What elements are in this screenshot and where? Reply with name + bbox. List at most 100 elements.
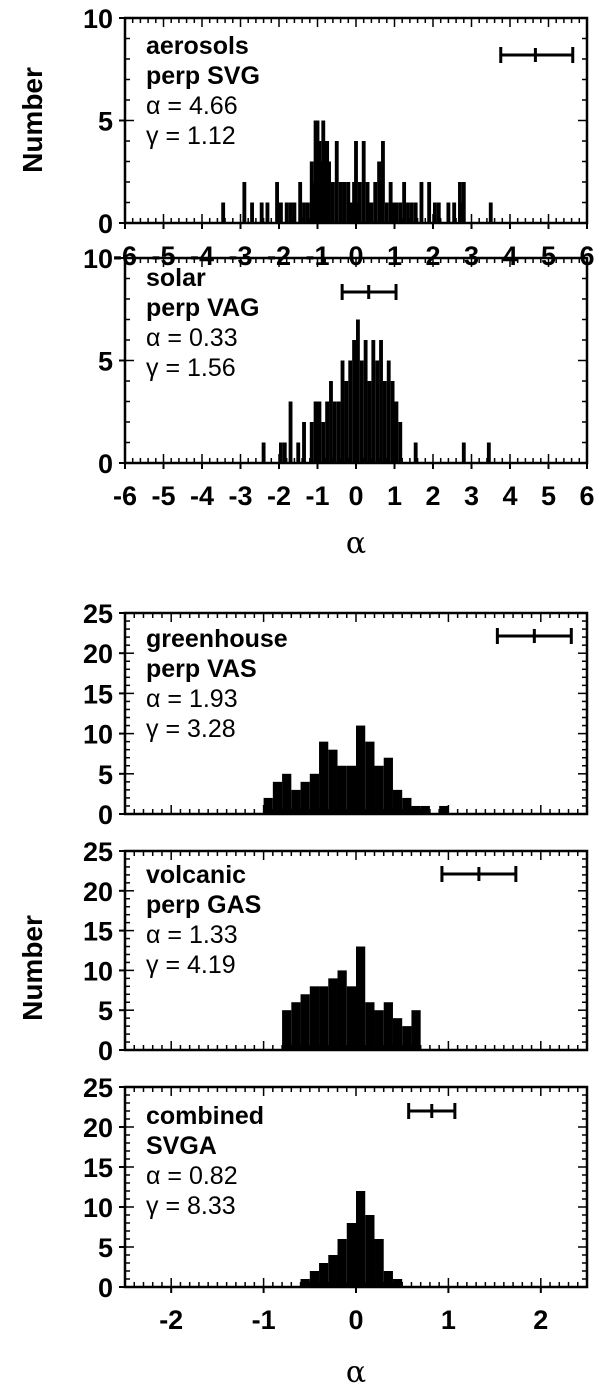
plot-frame bbox=[123, 256, 589, 465]
panel-subtitle: perp GAS bbox=[146, 891, 261, 919]
histogram-bar bbox=[409, 202, 414, 223]
y-tick-labels: 0 5 10 15 20 25 bbox=[83, 1073, 113, 1303]
histogram-bar bbox=[319, 986, 329, 1050]
y-tick-label: 0 bbox=[98, 1273, 113, 1303]
histogram-bar bbox=[298, 182, 303, 223]
histogram-bar bbox=[365, 1002, 375, 1050]
histogram-bar bbox=[327, 161, 331, 223]
histogram-bar bbox=[357, 182, 362, 223]
panel-title: aerosols bbox=[146, 32, 249, 60]
histogram-bar bbox=[374, 1010, 384, 1050]
histogram-bar bbox=[321, 422, 326, 463]
x-tick-label: 0 bbox=[348, 1305, 363, 1335]
y-tick-label: 5 bbox=[98, 760, 113, 790]
histogram-bar bbox=[279, 202, 283, 223]
y-tick-label: 0 bbox=[98, 449, 113, 479]
histogram-bar bbox=[259, 202, 264, 223]
panel-subtitle: perp VAS bbox=[146, 655, 257, 683]
histogram-bar bbox=[309, 161, 314, 223]
x-tick-label: 6 bbox=[579, 241, 594, 271]
histogram-bar bbox=[348, 202, 353, 223]
histogram-bar bbox=[452, 202, 457, 223]
histogram-bar bbox=[328, 978, 338, 1050]
histogram-bar bbox=[384, 202, 389, 223]
y-tick-label: 20 bbox=[83, 1113, 113, 1143]
bars bbox=[300, 1191, 403, 1287]
plot-frame bbox=[123, 849, 589, 1052]
x-tick-label: 3 bbox=[464, 481, 479, 511]
y-tick-label: 15 bbox=[83, 679, 113, 709]
histogram-bar bbox=[365, 741, 375, 814]
y-tick-label: 10 bbox=[83, 956, 113, 986]
x-tick-label: 1 bbox=[387, 481, 402, 511]
y-tick-label: 25 bbox=[83, 599, 113, 629]
histogram-bar bbox=[279, 442, 283, 463]
histogram-bar bbox=[420, 805, 430, 814]
histogram-bar bbox=[309, 986, 320, 1050]
alpha-value: α = 1.93 bbox=[146, 685, 238, 713]
x-tick-label: -4 bbox=[190, 481, 214, 511]
x-tick-label: 0 bbox=[348, 481, 363, 511]
error-bar bbox=[340, 284, 398, 300]
histogram-bar bbox=[402, 797, 412, 814]
histogram-bar bbox=[419, 182, 424, 223]
histogram-bar bbox=[356, 319, 360, 463]
histogram-bar bbox=[411, 1010, 421, 1050]
histogram-bar bbox=[354, 141, 358, 223]
gamma-value: γ = 4.19 bbox=[146, 951, 236, 979]
y-tick-label: 10 bbox=[83, 244, 113, 274]
y-tick-label: 0 bbox=[98, 209, 113, 239]
top-x-axis-title: α bbox=[346, 526, 366, 561]
x-tick-label: -2 bbox=[267, 481, 291, 511]
x-tick-label: 2 bbox=[533, 1305, 548, 1335]
histogram-bar bbox=[309, 1271, 320, 1287]
histogram-bar bbox=[371, 340, 376, 463]
histogram-bar bbox=[302, 422, 306, 463]
histogram-bar bbox=[446, 202, 451, 223]
gamma-value: γ = 3.28 bbox=[146, 715, 236, 743]
histogram-bar bbox=[328, 749, 338, 814]
x-tick-labels: -6 -5 -4 -3 -2 -1 0 1 2 3 4 5 6 bbox=[113, 241, 595, 271]
y-tick-label: 15 bbox=[83, 917, 113, 947]
histogram-bar bbox=[291, 789, 301, 814]
x-tick-label: 1 bbox=[387, 241, 402, 271]
histogram-bar bbox=[374, 765, 384, 814]
y-tick-label: 5 bbox=[98, 347, 113, 377]
histogram-bar bbox=[292, 202, 297, 223]
panel-title: combined bbox=[146, 1102, 264, 1130]
histogram-bar bbox=[337, 1239, 347, 1287]
histogram-bar bbox=[288, 202, 293, 223]
histogram-bar bbox=[221, 202, 226, 223]
histogram-bar bbox=[300, 994, 310, 1050]
histogram-bar bbox=[406, 202, 410, 223]
histogram-bar bbox=[296, 442, 301, 463]
histogram-bar bbox=[337, 765, 347, 814]
histogram-bar bbox=[356, 946, 366, 1050]
histogram-bar bbox=[261, 442, 266, 463]
y-tick-label: 20 bbox=[83, 877, 113, 907]
y-tick-labels: 0 5 10 15 20 25 bbox=[83, 837, 113, 1066]
histogram-bar bbox=[394, 202, 399, 223]
x-tick-label: -1 bbox=[305, 481, 329, 511]
y-tick-label: 25 bbox=[83, 837, 113, 867]
histogram-bar bbox=[317, 401, 322, 463]
histogram-bar bbox=[344, 381, 349, 463]
histogram-bar bbox=[383, 1002, 393, 1050]
histogram-bar bbox=[390, 202, 395, 223]
histogram-bar bbox=[402, 1026, 412, 1050]
y-tick-label: 25 bbox=[83, 1073, 113, 1103]
histogram-bar bbox=[486, 442, 491, 463]
panel-title: greenhouse bbox=[146, 625, 288, 653]
histogram-bar bbox=[346, 1223, 356, 1287]
x-tick-label: 2 bbox=[425, 241, 440, 271]
histogram-bar bbox=[383, 757, 393, 814]
x-tick-label: 0 bbox=[348, 241, 363, 271]
y-tick-labels: 0 5 10 15 20 25 bbox=[83, 599, 113, 830]
y-tick-labels: 0 5 10 bbox=[83, 244, 113, 479]
y-tick-labels: 0 5 10 bbox=[83, 4, 113, 239]
histogram-bar bbox=[394, 401, 399, 463]
histogram-bar bbox=[436, 202, 441, 223]
histogram-bar bbox=[356, 725, 366, 814]
